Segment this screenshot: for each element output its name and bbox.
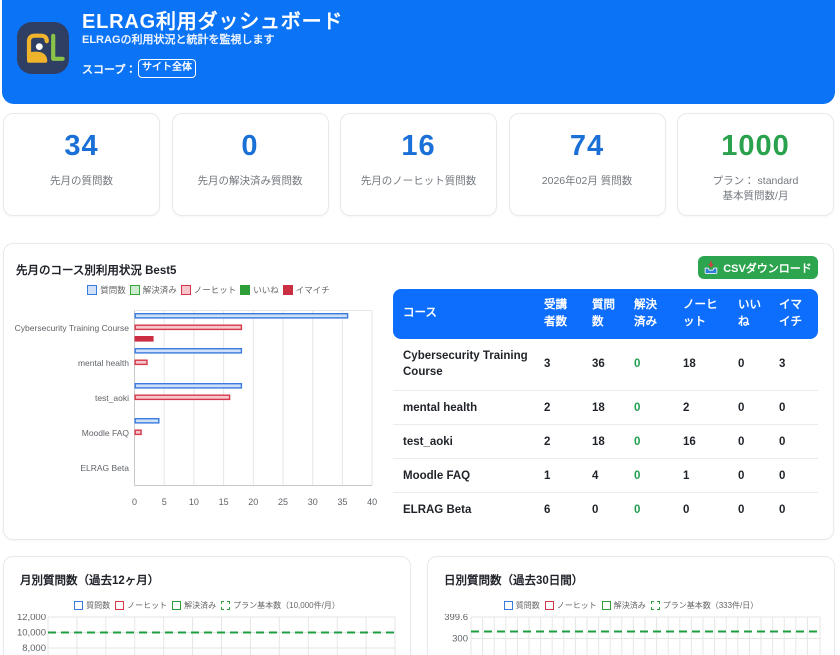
- svg-text:10: 10: [189, 497, 199, 507]
- svg-text:399.6: 399.6: [444, 614, 468, 623]
- svg-text:30: 30: [308, 497, 318, 507]
- svg-text:35: 35: [337, 497, 347, 507]
- svg-text:25: 25: [278, 497, 288, 507]
- svg-text:8,000: 8,000: [22, 643, 46, 654]
- svg-text:40: 40: [367, 497, 377, 507]
- svg-text:Cybersecurity Training Course: Cybersecurity Training Course: [15, 323, 130, 333]
- svg-text:mental health: mental health: [78, 358, 129, 368]
- svg-text:15: 15: [219, 497, 229, 507]
- svg-text:Moodle FAQ: Moodle FAQ: [82, 428, 130, 438]
- svg-text:test_aoki: test_aoki: [95, 393, 129, 403]
- svg-text:10,000: 10,000: [17, 628, 46, 639]
- svg-text:300: 300: [452, 634, 468, 645]
- svg-text:20: 20: [248, 497, 258, 507]
- svg-text:5: 5: [162, 497, 167, 507]
- svg-text:0: 0: [132, 497, 137, 507]
- svg-text:12,000: 12,000: [17, 614, 46, 623]
- svg-text:ELRAG Beta: ELRAG Beta: [80, 463, 129, 473]
